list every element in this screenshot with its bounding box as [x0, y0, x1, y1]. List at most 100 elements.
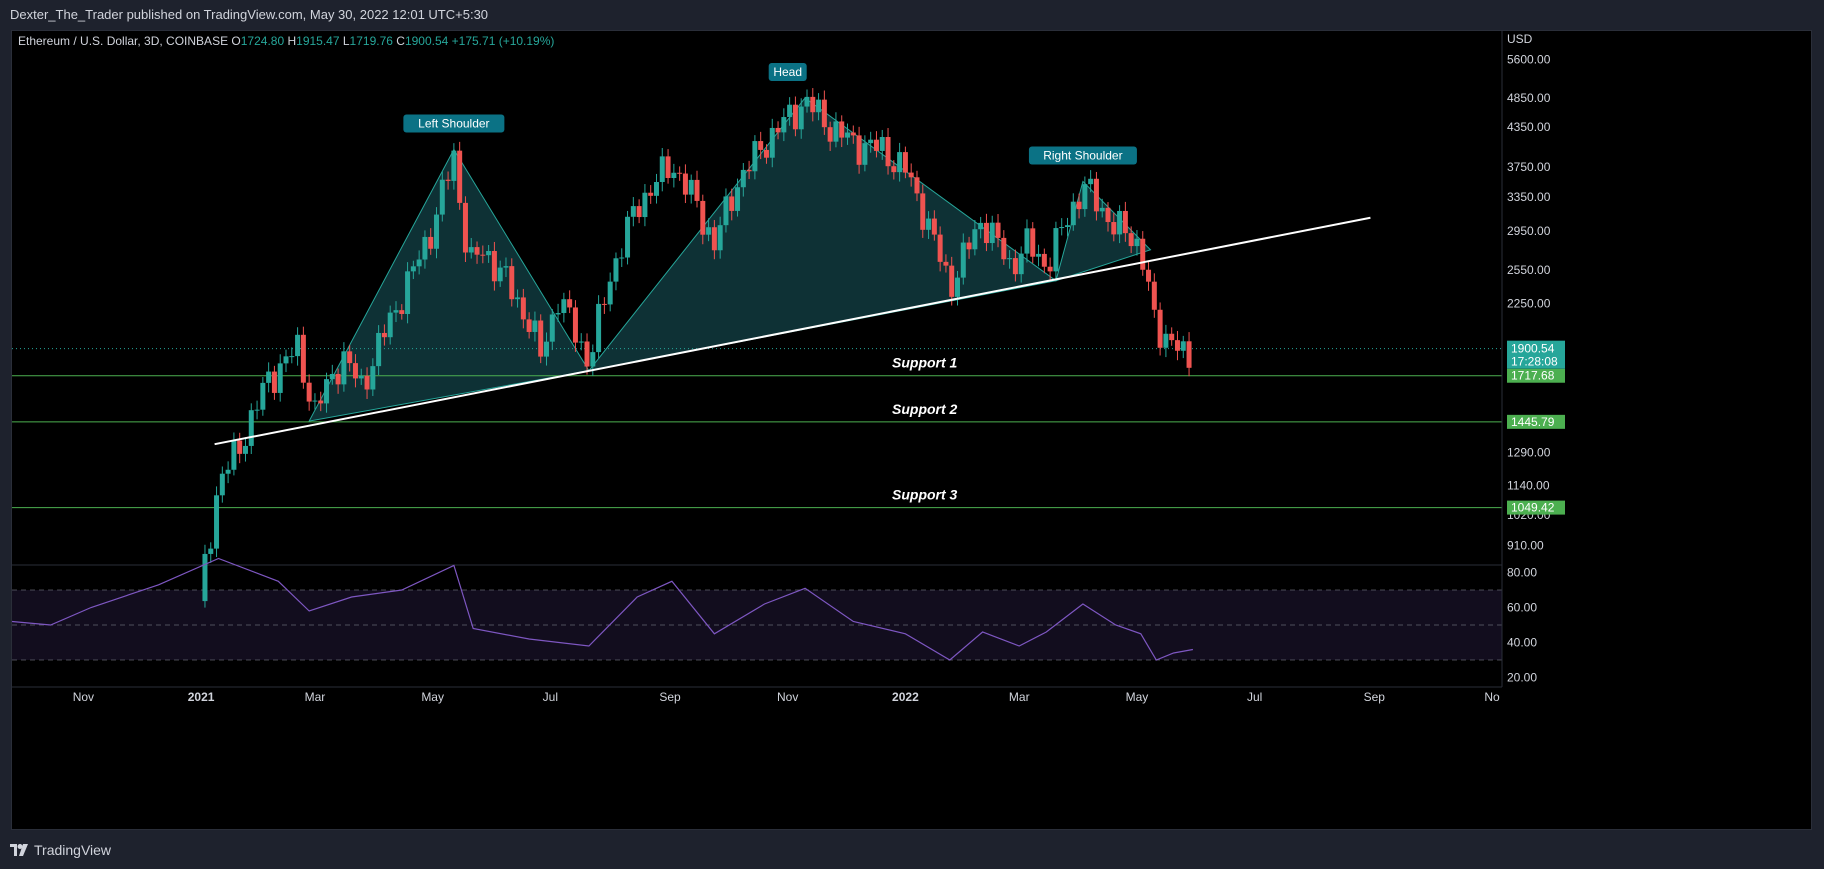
candle-body [219, 473, 225, 496]
candle-body [410, 266, 416, 272]
candle-body [908, 172, 914, 178]
time-axis-tick: No [1484, 690, 1500, 704]
candle-body [902, 152, 908, 173]
candle-body [393, 310, 399, 313]
candle-body [955, 277, 961, 297]
candle-body [1024, 228, 1030, 254]
time-axis-tick: May [421, 690, 444, 704]
candle-body [341, 351, 347, 385]
candle-body [462, 202, 468, 253]
pattern-label-box [1028, 146, 1137, 165]
time-axis-tick: Sep [1364, 690, 1386, 704]
candle-body [1030, 228, 1036, 257]
price-axis-tick: 3750.00 [1507, 160, 1551, 174]
footer-brand-label: TradingView [34, 842, 112, 858]
rsi-band [12, 590, 1502, 660]
price-axis-tick: 2550.00 [1507, 263, 1551, 277]
pattern-label: Head [773, 65, 802, 79]
footer-brand[interactable]: TradingView [10, 840, 111, 860]
candle-body [457, 150, 463, 203]
candle-body [798, 106, 804, 130]
candle-body [202, 553, 208, 602]
chart-frame[interactable]: Support 1 Support 2 Support 3 Left Shoulder… [11, 30, 1812, 830]
candle-body [746, 169, 752, 172]
candle-body [787, 104, 793, 118]
price-axis-tick: 5600.00 [1507, 52, 1551, 66]
candle-body [266, 371, 272, 383]
pattern-label: Left Shoulder [418, 117, 489, 131]
candle-body [856, 135, 862, 165]
candle-body [792, 104, 798, 130]
candle-body [1151, 281, 1157, 310]
candle-body [914, 177, 920, 194]
candle-body [451, 150, 457, 181]
candle-body [295, 334, 301, 357]
candle-body [405, 271, 411, 314]
neckline-trendline[interactable] [214, 216, 1371, 446]
candle-body [416, 259, 422, 267]
price-axis-tick: 910.00 [1507, 539, 1544, 553]
candle-body [630, 206, 636, 217]
candle-body [1157, 309, 1163, 348]
candle-body [306, 382, 312, 402]
candle-body [428, 236, 434, 249]
open-label: O [231, 34, 240, 48]
candle-body [271, 371, 277, 393]
close-value: 1900.54 [405, 34, 452, 48]
candle-body [1059, 227, 1065, 229]
candle-body [1012, 258, 1018, 275]
candle-body [1128, 233, 1134, 247]
candle-body [873, 139, 879, 151]
candle-body [827, 127, 833, 142]
candle-body [596, 303, 602, 353]
candle-body [769, 127, 775, 158]
candle-body [1082, 184, 1088, 210]
candle-body [1064, 225, 1070, 228]
candle-body [1111, 222, 1117, 235]
candle-body [868, 139, 874, 144]
candle-body [347, 351, 353, 364]
candle-body [1122, 210, 1128, 234]
price-axis-tick: 1140.00 [1507, 478, 1550, 492]
candle-body [538, 320, 544, 357]
candle-body [254, 409, 260, 411]
candle-body [214, 495, 220, 549]
candle-body [260, 382, 266, 410]
candle-body [399, 310, 405, 314]
publisher-header: Dexter_The_Trader published on TradingVi… [10, 7, 489, 22]
time-axis-tick: 2022 [892, 690, 919, 704]
candle-body [983, 222, 989, 244]
candle-body [439, 179, 445, 215]
candle-body [671, 172, 677, 178]
candle-body [1018, 253, 1024, 275]
price-axis-tick: 2950.00 [1507, 224, 1551, 238]
candle-body [845, 132, 851, 138]
price-chart[interactable]: Support 1 Support 2 Support 3 Left Shoulder… [12, 31, 1811, 829]
price-axis-tick: 4350.00 [1507, 120, 1551, 134]
pattern-triangle [308, 148, 590, 422]
candle-body [1186, 341, 1192, 368]
candle-body [711, 227, 717, 251]
candle-body [1169, 333, 1175, 341]
support-price-tag-2-bg [1507, 414, 1565, 429]
support-price-tag-3-bg [1507, 500, 1565, 515]
pattern-label-box [768, 62, 807, 81]
candle-body [839, 121, 845, 138]
candle-body [931, 218, 937, 235]
candle-body [648, 192, 654, 196]
high-label: H [287, 34, 296, 48]
candle-body [763, 149, 769, 158]
candle-body [700, 200, 706, 235]
candle-body [723, 196, 729, 226]
candle-body [1001, 237, 1007, 260]
price-axis-tick: 2250.00 [1507, 296, 1551, 310]
support-price-tag-1-bg [1507, 368, 1565, 383]
candle-body [329, 373, 335, 380]
rsi-axis-tick: 20.00 [1507, 671, 1537, 685]
candle-body [995, 222, 1001, 238]
candle-body [422, 236, 428, 260]
candle-body [1105, 207, 1111, 223]
support-label-2: Support 2 [892, 401, 958, 417]
candle-body [358, 375, 364, 379]
candle-body [682, 173, 688, 195]
